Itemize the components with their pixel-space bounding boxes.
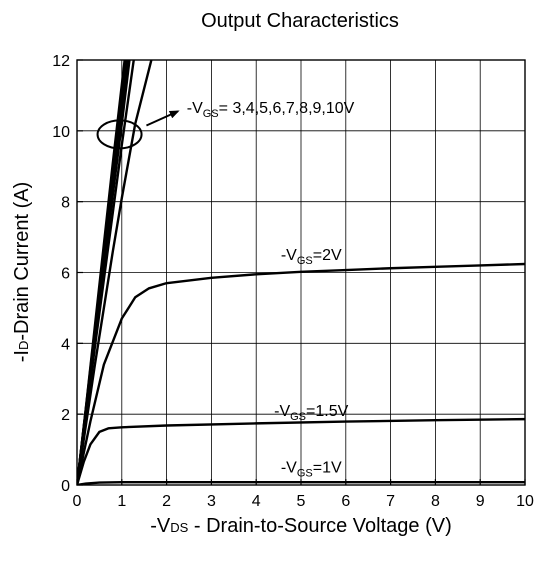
x-tick-label: 1 [117,493,126,510]
x-axis-label-sub: DS [170,520,188,535]
curve--vgs-1v [77,480,525,485]
annotation-label: -VGS=2V [281,247,342,267]
y-axis-label-rest: -Drain Current (A) [11,182,33,341]
x-tick-label: 7 [386,493,395,510]
x-tick-label: 5 [297,493,306,510]
y-axis-label-prefix: -I [11,350,33,362]
curve--vgs-2v [77,262,525,485]
x-tick-label: 4 [252,493,261,510]
y-tick-label: 12 [52,53,70,70]
highlight-ellipse [96,119,143,150]
x-tick-label: 10 [516,493,534,510]
curve--vgs-3v [77,60,153,485]
y-axis-label: -ID-Drain Current (A) [11,182,33,363]
chart-title: Output Characteristics [201,10,399,32]
annotation-arrow [146,110,180,127]
y-tick-label: 0 [61,478,70,495]
annotation-label: -VGS=1.5V [274,403,348,423]
annotation-label: -VGS=1V [281,460,342,480]
y-tick-label: 4 [61,336,70,353]
x-axis-label: -VDS - Drain-to-Source Voltage (V) [150,515,452,537]
x-tick-label: 6 [341,493,350,510]
annotations: -VGS= 3,4,5,6,7,8,9,10V -VGS=2V -VGS=1.5V -… [96,100,355,480]
annotation-label: -VGS= 3,4,5,6,7,8,9,10V [187,100,355,120]
y-tick-label: 8 [61,195,70,212]
plot-frame [76,59,526,486]
x-axis-label-prefix: -V [150,515,171,537]
curves [77,60,525,485]
x-tick-label: 2 [162,493,171,510]
x-tick-label: 8 [431,493,440,510]
curve--vgs-4v [77,60,135,485]
y-tick-labels: 0 2 4 6 8 10 12 [52,53,70,495]
x-tick-label: 3 [207,493,216,510]
y-tick-label: 10 [52,124,70,141]
y-tick-label: 2 [61,407,70,424]
grid [76,59,526,486]
x-axis-label-rest: - Drain-to-Source Voltage (V) [188,515,451,537]
curve--vgs-1.5v [77,417,525,485]
x-tick-label: 0 [73,493,82,510]
y-axis-label-sub: D [16,341,31,350]
x-tick-label: 9 [476,493,485,510]
x-tick-labels: 0 1 2 3 4 5 6 7 8 9 10 [73,493,534,510]
y-tick-label: 6 [61,266,70,283]
